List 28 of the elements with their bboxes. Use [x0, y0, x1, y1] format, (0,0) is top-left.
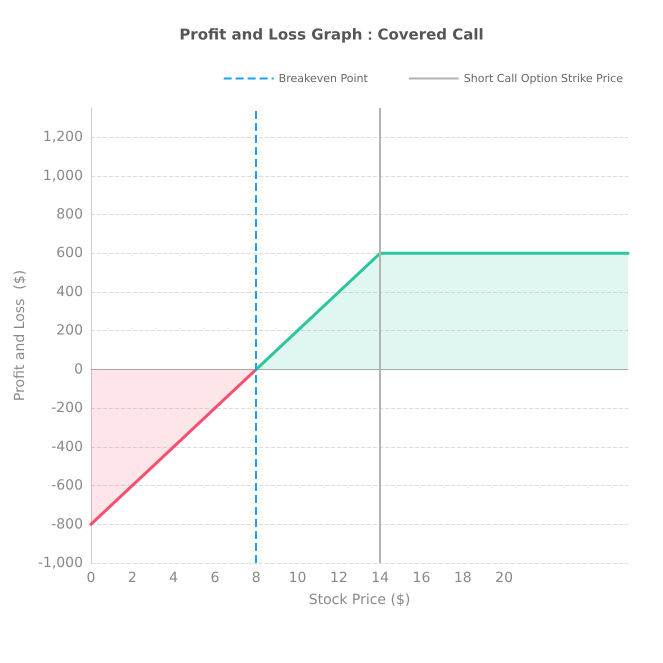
y-tick-label: -1,000: [38, 555, 83, 571]
x-tick-label: 10: [288, 570, 306, 586]
y-tick-label: -400: [51, 438, 83, 455]
x-tick-label: 8: [252, 570, 261, 586]
y-tick-label: -800: [51, 516, 83, 532]
y-tick-label: 1,000: [42, 168, 83, 184]
x-tick-label: 2: [128, 570, 137, 586]
y-tick-label: 1,200: [42, 129, 83, 146]
legend-label: Short Call Option Strike Price: [464, 72, 624, 85]
y-tick-label: 400: [56, 284, 83, 300]
x-axis-title: Stock Price ($): [308, 592, 410, 608]
x-tick-label: 14: [371, 570, 390, 586]
x-tick-label: 12: [330, 570, 348, 586]
x-tick-label: 16: [412, 570, 430, 586]
y-axis-title: Profit and Loss ($): [12, 270, 28, 402]
x-tick-label: 18: [454, 570, 472, 586]
chart-title: Profit and Loss Graph：Covered Call: [179, 26, 484, 44]
x-tick-label: 6: [210, 570, 220, 586]
x-tick-label: 4: [169, 570, 178, 586]
legend-label: Breakeven Point: [278, 72, 368, 85]
y-tick-label: 200: [56, 322, 83, 339]
x-tick-label: 20: [495, 570, 513, 586]
y-tick-label: 600: [56, 245, 83, 262]
y-tick-label: -600: [51, 478, 83, 494]
x-tick-label: 0: [86, 570, 96, 586]
y-tick-label: 800: [56, 206, 83, 222]
y-tick-label: 0: [74, 361, 83, 378]
y-tick-label: -200: [51, 400, 83, 416]
